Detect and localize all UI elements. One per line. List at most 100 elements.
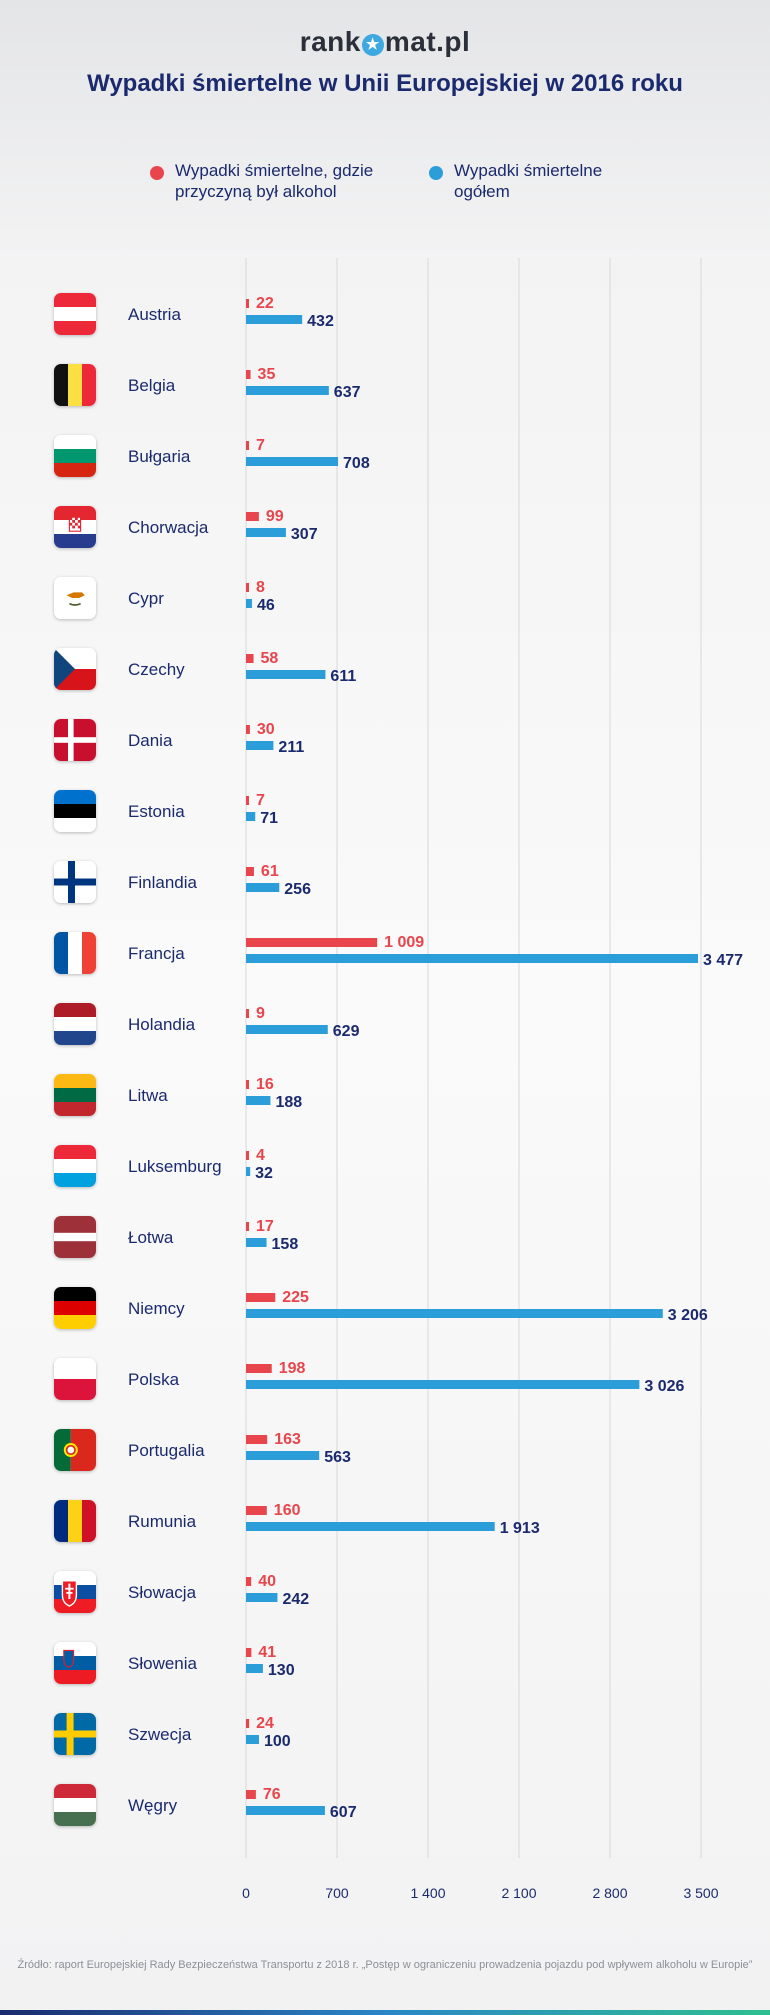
value-label-alcohol: 8 xyxy=(256,579,265,596)
flag-cyprus-icon xyxy=(54,577,96,619)
value-label-total: 629 xyxy=(333,1023,360,1040)
bar-alcohol xyxy=(246,1435,268,1444)
bar-alcohol xyxy=(246,1080,249,1089)
value-label-total: 307 xyxy=(291,526,318,543)
bar-total xyxy=(246,741,274,750)
bar-total xyxy=(246,1593,278,1602)
bar-alcohol xyxy=(246,1790,256,1799)
bottom-gradient-stripe xyxy=(0,2010,770,2015)
bar-total xyxy=(246,1380,640,1389)
bar-total xyxy=(246,812,256,821)
country-label: Luksemburg xyxy=(128,1157,222,1176)
country-label: Niemcy xyxy=(128,1299,185,1318)
value-label-alcohol: 22 xyxy=(256,295,274,312)
value-label-alcohol: 7 xyxy=(256,437,265,454)
x-tick-label: 1 400 xyxy=(410,1885,445,1901)
value-label-alcohol: 163 xyxy=(274,1431,301,1448)
value-label-alcohol: 35 xyxy=(258,366,276,383)
bar-alcohol xyxy=(246,512,259,521)
value-label-total: 100 xyxy=(264,1733,291,1750)
value-label-total: 708 xyxy=(343,455,370,472)
bar-alcohol xyxy=(246,370,251,379)
flag-lithuania-icon xyxy=(54,1074,96,1116)
bar-chart: 0 700 1 400 2 100 2 800 3 5002243235637770899… xyxy=(242,258,743,1901)
bar-total xyxy=(246,1664,263,1673)
bar-total xyxy=(246,1735,259,1744)
legend-dot-alcohol xyxy=(150,166,164,180)
value-label-alcohol: 24 xyxy=(256,1715,274,1732)
flag-czechia-icon xyxy=(54,648,96,690)
bar-total xyxy=(246,528,286,537)
value-label-total: 432 xyxy=(307,313,334,330)
value-label-total: 242 xyxy=(282,1591,309,1608)
chart-title: Wypadki śmiertelne w Unii Europejskiej w… xyxy=(87,70,683,97)
value-label-alcohol: 58 xyxy=(261,650,279,667)
country-label: Polska xyxy=(128,1370,180,1389)
country-label: Bułgaria xyxy=(128,447,191,466)
value-label-total: 1 913 xyxy=(500,1520,540,1537)
bar-total xyxy=(246,1025,328,1034)
x-tick-label: 2 800 xyxy=(592,1885,627,1901)
country-label: Łotwa xyxy=(128,1228,174,1247)
flag-romania-icon xyxy=(54,1500,96,1542)
bar-alcohol xyxy=(246,1009,249,1018)
value-label-alcohol: 99 xyxy=(266,508,284,525)
value-label-alcohol: 9 xyxy=(256,1005,265,1022)
flag-sweden-icon xyxy=(54,1713,96,1755)
bar-alcohol xyxy=(246,1648,252,1657)
bar-alcohol xyxy=(246,1364,272,1373)
flag-bulgaria-icon xyxy=(54,435,96,477)
value-label-alcohol: 17 xyxy=(256,1218,274,1235)
flag-netherlands-icon xyxy=(54,1003,96,1045)
legend-dot-total xyxy=(429,166,443,180)
bar-alcohol xyxy=(246,1222,249,1231)
legend-label-total: Wypadki śmiertelne ogółem xyxy=(454,161,603,201)
bar-total xyxy=(246,315,303,324)
flag-slovakia-icon xyxy=(54,1571,96,1613)
value-label-total: 211 xyxy=(278,739,304,756)
country-label: Cypr xyxy=(128,589,164,608)
flag-france-icon xyxy=(54,932,96,974)
x-tick-label: 0 xyxy=(242,1885,250,1901)
value-label-alcohol: 40 xyxy=(258,1573,276,1590)
country-label: Dania xyxy=(128,731,173,750)
country-label: Austria xyxy=(128,305,181,324)
flag-croatia-icon xyxy=(54,506,96,548)
country-label: Szwecja xyxy=(128,1725,192,1744)
value-label-total: 71 xyxy=(260,810,278,827)
x-tick-label: 3 500 xyxy=(683,1885,718,1901)
value-label-total: 3 477 xyxy=(703,952,743,969)
flag-portugal-icon xyxy=(54,1429,96,1471)
value-label-total: 256 xyxy=(284,881,311,898)
value-label-total: 3 026 xyxy=(644,1378,684,1395)
legend-label-alcohol: Wypadki śmiertelne, gdzie przyczyną był … xyxy=(175,161,374,201)
bar-total xyxy=(246,670,326,679)
value-label-total: 32 xyxy=(255,1165,273,1182)
value-label-total: 158 xyxy=(272,1236,299,1253)
flag-denmark-icon xyxy=(54,719,96,761)
bar-alcohol xyxy=(246,1719,250,1728)
flag-poland-icon xyxy=(54,1358,96,1400)
flag-slovenia-icon xyxy=(54,1642,96,1684)
country-label: Finlandia xyxy=(128,873,197,892)
country-label: Rumunia xyxy=(128,1512,197,1531)
country-label: Litwa xyxy=(128,1086,168,1105)
value-label-total: 611 xyxy=(330,668,356,685)
bar-alcohol xyxy=(246,1506,267,1515)
brand-logo: rank ★ mat.pl xyxy=(0,26,770,58)
bar-total xyxy=(246,954,699,963)
bar-total xyxy=(246,1522,495,1531)
country-label: Chorwacja xyxy=(128,518,209,537)
flag-belgium-icon xyxy=(54,364,96,406)
flag-latvia-icon xyxy=(54,1216,96,1258)
bar-alcohol xyxy=(246,1293,276,1302)
value-label-alcohol: 198 xyxy=(279,1360,306,1377)
bar-alcohol xyxy=(246,1577,252,1586)
brand-logo-prefix: rank xyxy=(299,26,361,57)
bar-alcohol xyxy=(246,867,254,876)
brand-logo-suffix: mat.pl xyxy=(384,26,471,57)
x-tick-label: 2 100 xyxy=(501,1885,536,1901)
bar-alcohol xyxy=(246,583,249,592)
flag-estonia-icon xyxy=(54,790,96,832)
value-label-alcohol: 16 xyxy=(256,1076,274,1093)
